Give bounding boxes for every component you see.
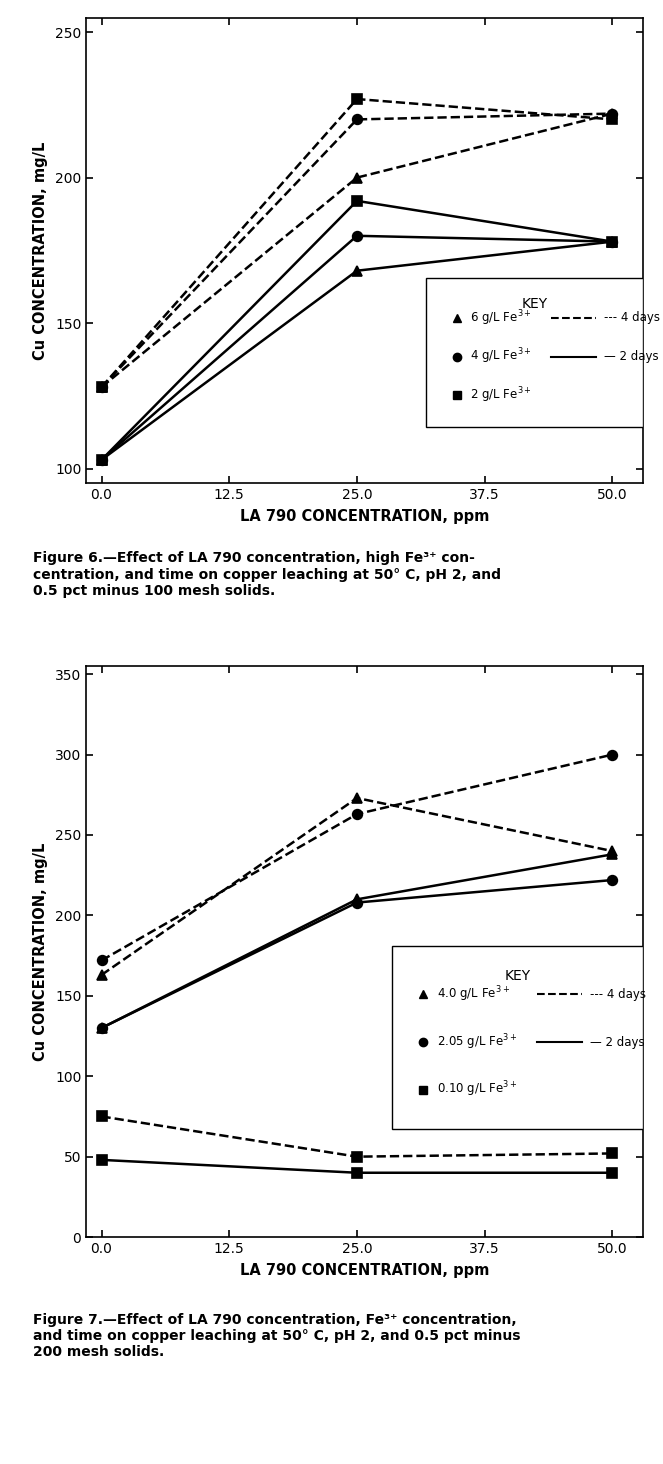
FancyBboxPatch shape	[426, 278, 643, 427]
Y-axis label: Cu CONCENTRATION, mg/L: Cu CONCENTRATION, mg/L	[33, 842, 48, 1061]
Text: Figure 7.—Effect of LA 790 concentration, Fe³⁺ concentration,
and time on copper: Figure 7.—Effect of LA 790 concentration…	[33, 1313, 520, 1359]
X-axis label: LA 790 CONCENTRATION, ppm: LA 790 CONCENTRATION, ppm	[240, 509, 489, 524]
Text: 2.05 g/L Fe$^{3+}$: 2.05 g/L Fe$^{3+}$	[437, 1032, 518, 1051]
X-axis label: LA 790 CONCENTRATION, ppm: LA 790 CONCENTRATION, ppm	[240, 1263, 489, 1278]
Text: 0.10 g/L Fe$^{3+}$: 0.10 g/L Fe$^{3+}$	[437, 1080, 518, 1099]
Text: 6 g/L Fe$^{3+}$: 6 g/L Fe$^{3+}$	[471, 307, 532, 328]
Text: KEY: KEY	[505, 969, 531, 982]
Text: 4.0 g/L Fe$^{3+}$: 4.0 g/L Fe$^{3+}$	[437, 985, 510, 1004]
Text: 4 g/L Fe$^{3+}$: 4 g/L Fe$^{3+}$	[471, 347, 532, 366]
Y-axis label: Cu CONCENTRATION, mg/L: Cu CONCENTRATION, mg/L	[33, 141, 48, 360]
Text: — 2 days: — 2 days	[604, 350, 658, 363]
Text: KEY: KEY	[521, 297, 548, 310]
Text: --- 4 days: --- 4 days	[604, 312, 660, 325]
Text: 2 g/L Fe$^{3+}$: 2 g/L Fe$^{3+}$	[471, 385, 532, 406]
FancyBboxPatch shape	[392, 946, 643, 1129]
Text: --- 4 days: --- 4 days	[590, 988, 646, 1001]
Text: Figure 6.—Effect of LA 790 concentration, high Fe³⁺ con-
centration, and time on: Figure 6.—Effect of LA 790 concentration…	[33, 552, 501, 597]
Text: — 2 days: — 2 days	[590, 1035, 644, 1048]
